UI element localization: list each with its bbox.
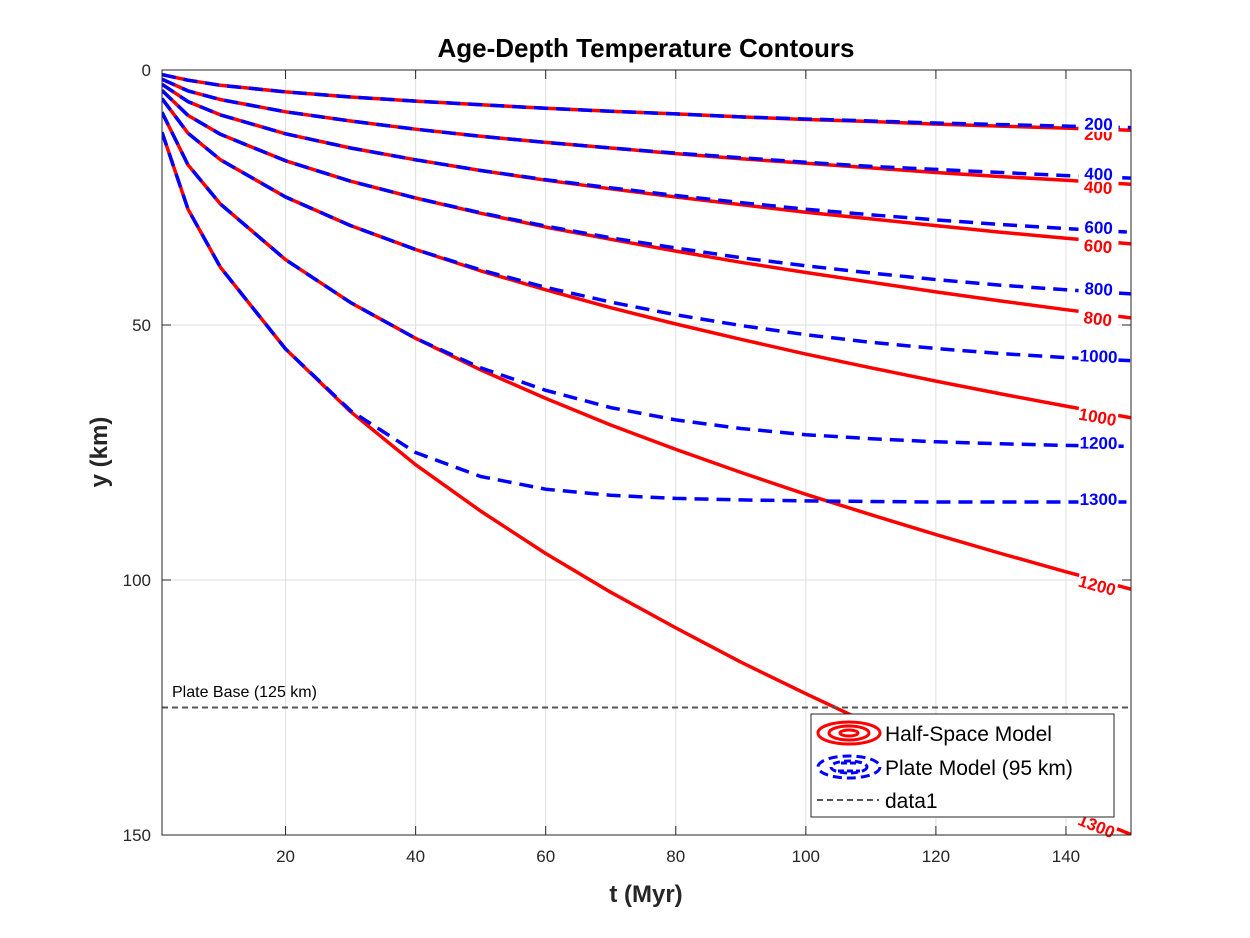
half-space-contour-label-600: 600 [1083, 236, 1113, 257]
y-tick-label: 100 [123, 571, 151, 590]
x-tick-label: 60 [536, 847, 555, 866]
half-space-contour-label-800: 800 [1083, 308, 1114, 330]
legend-label-half-space: Half-Space Model [885, 723, 1052, 746]
plate-contour-label-1200: 1200 [1079, 434, 1117, 454]
legend-label-plate: Plate Model (95 km) [885, 757, 1073, 780]
legend-label-data1: data1 [885, 790, 938, 813]
y-tick-label: 150 [123, 826, 151, 845]
chart-title: Age-Depth Temperature Contours [438, 33, 855, 63]
y-tick-label: 0 [142, 61, 151, 80]
x-tick-label: 120 [922, 847, 950, 866]
plate-contour-label-200: 200 [1084, 115, 1113, 135]
y-axis-label: y (km) [86, 417, 113, 488]
x-axis-label: t (Myr) [609, 881, 682, 908]
x-tick-label: 100 [792, 847, 820, 866]
y-tick-label: 50 [132, 316, 151, 335]
legend: Half-Space Model Plate Model (95 km) dat… [811, 714, 1114, 817]
plate-contour-label-400: 400 [1084, 164, 1113, 184]
x-tick-label: 20 [276, 847, 295, 866]
plate-contour-label-1300: 1300 [1080, 490, 1118, 509]
x-tick-label: 140 [1052, 847, 1080, 866]
plate-contour-label-600: 600 [1084, 218, 1113, 239]
plate-base-annotation: Plate Base (125 km) [172, 684, 317, 701]
plate-contour-label-800: 800 [1084, 279, 1114, 300]
plate-contour-label-1000: 1000 [1079, 346, 1118, 367]
x-tick-label: 40 [406, 847, 425, 866]
x-tick-label: 80 [666, 847, 685, 866]
